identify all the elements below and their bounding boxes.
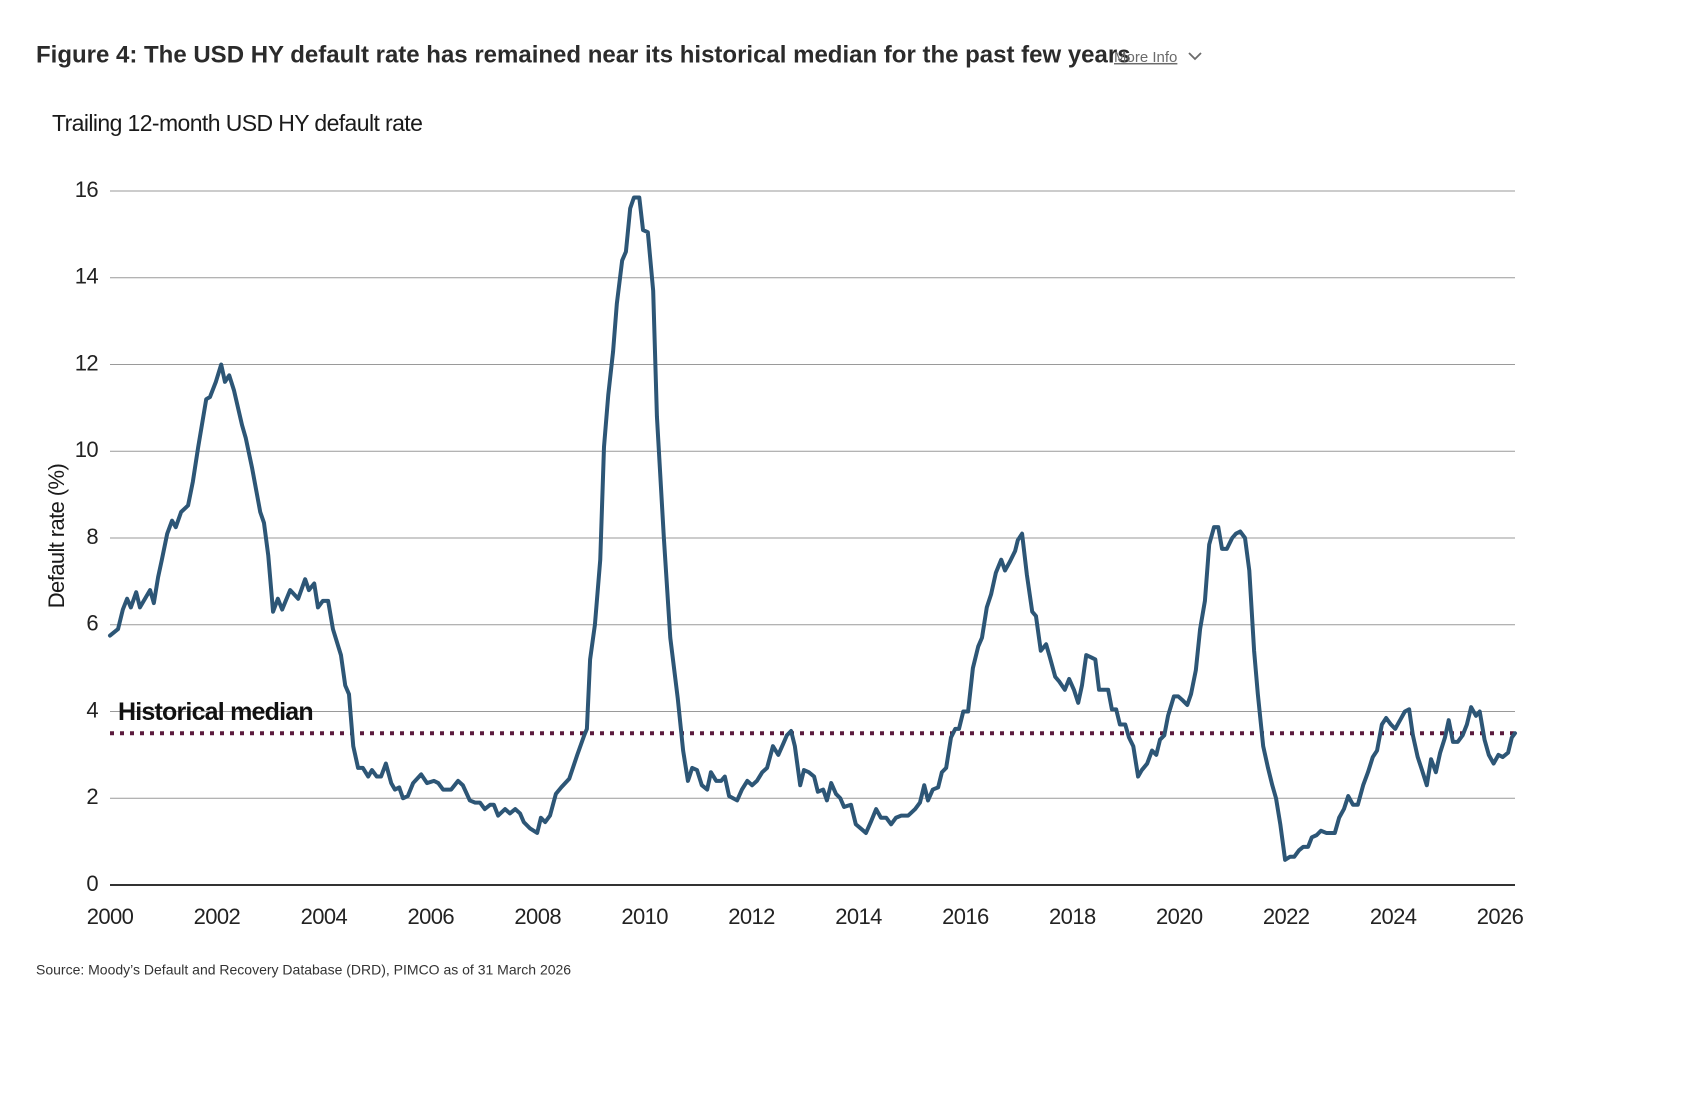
x-tick-label: 2026 bbox=[1477, 904, 1524, 929]
x-tick-label: 2018 bbox=[1049, 904, 1096, 929]
figure-title: Figure 4: The USD HY default rate has re… bbox=[36, 41, 1131, 68]
x-tick-label: 2004 bbox=[301, 904, 348, 929]
y-tick-label: 12 bbox=[75, 350, 99, 375]
data-line bbox=[108, 195, 1517, 862]
y-tick-label: 0 bbox=[86, 871, 98, 896]
y-tick-label: 4 bbox=[86, 697, 98, 722]
x-tick-label: 2000 bbox=[87, 904, 134, 929]
x-tick-label: 2024 bbox=[1370, 904, 1417, 929]
y-tick-label: 8 bbox=[86, 524, 98, 549]
y-axis-label: Default rate (%) bbox=[44, 464, 69, 608]
x-tick-label: 2020 bbox=[1156, 904, 1203, 929]
chevron-icon[interactable] bbox=[1188, 52, 1202, 61]
x-tick-label: 2012 bbox=[728, 904, 775, 929]
x-tick-label: 2010 bbox=[621, 904, 668, 929]
y-tick-label: 16 bbox=[75, 177, 99, 202]
y-tick-label: 2 bbox=[86, 784, 98, 809]
more-info-button[interactable]: More Info bbox=[1114, 49, 1177, 66]
x-tick-label: 2006 bbox=[408, 904, 455, 929]
x-tick-label: 2008 bbox=[514, 904, 561, 929]
x-tick-label: 2016 bbox=[942, 904, 989, 929]
chart-subtitle: Trailing 12-month USD HY default rate bbox=[52, 110, 422, 136]
y-tick-label: 6 bbox=[86, 611, 98, 636]
y-tick-label: 14 bbox=[75, 264, 99, 289]
median-label: Historical median bbox=[118, 698, 313, 726]
source-note: Source: Moody’s Default and Recovery Dat… bbox=[36, 962, 571, 978]
x-tick-label: 2014 bbox=[835, 904, 882, 929]
x-tick-label: 2022 bbox=[1263, 904, 1310, 929]
y-tick-label: 10 bbox=[75, 437, 99, 462]
x-tick-label: 2002 bbox=[194, 904, 241, 929]
